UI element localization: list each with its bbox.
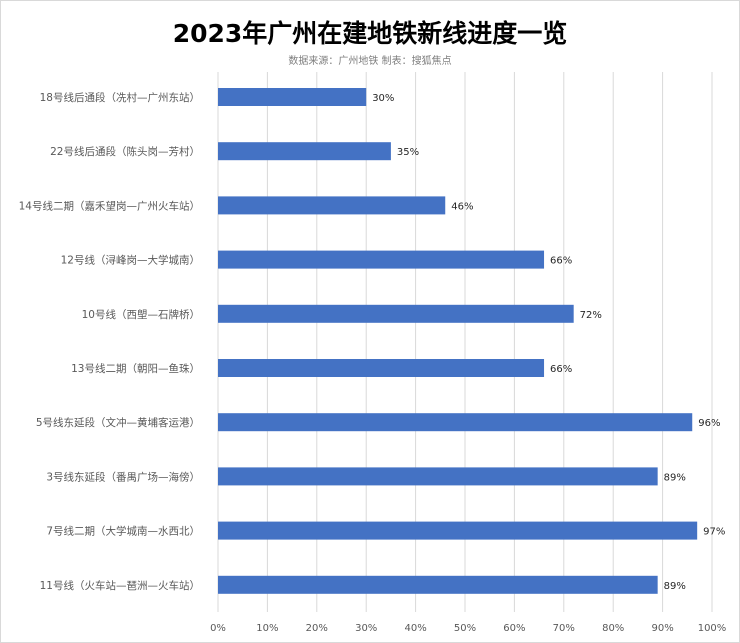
bar (218, 413, 693, 432)
x-tick-label: 70% (553, 623, 575, 634)
data-label: 35% (397, 147, 419, 158)
data-label: 96% (698, 418, 720, 429)
bar (218, 250, 545, 269)
data-label: 89% (664, 472, 686, 483)
bar (218, 88, 367, 106)
data-label: 46% (451, 201, 473, 212)
category-label: 7号线二期（大学城南—水西北） (46, 525, 200, 538)
category-label: 18号线后通段（冼村—广州东站） (40, 91, 200, 104)
bar (218, 359, 545, 377)
category-label: 12号线（浔峰岗—大学城南） (61, 254, 200, 267)
data-label: 30% (372, 93, 394, 104)
category-label: 5号线东延段（文冲—黄埔客运港） (36, 416, 200, 429)
bar (218, 575, 658, 594)
bar (218, 142, 391, 161)
category-label: 3号线东延段（番禺广场—海傍） (46, 470, 200, 483)
bar (218, 521, 698, 540)
category-label: 11号线（火车站—琶洲—火车站） (40, 579, 200, 592)
category-label: 10号线（西塱—石牌桥） (82, 308, 200, 321)
category-label: 14号线二期（嘉禾望岗—广州火车站） (19, 199, 200, 212)
bar (218, 467, 658, 486)
x-tick-label: 60% (503, 623, 525, 634)
category-label: 13号线二期（朝阳—鱼珠） (71, 362, 200, 375)
chart-subtitle: 数据来源：广州地铁 制表：搜狐焦点 (288, 56, 452, 67)
x-tick-label: 100% (698, 623, 727, 634)
data-label: 97% (703, 527, 725, 538)
x-tick-label: 20% (306, 623, 328, 634)
data-label: 66% (550, 364, 572, 375)
data-label: 66% (550, 256, 572, 267)
x-tick-label: 80% (602, 623, 624, 634)
x-tick-label: 0% (210, 623, 226, 634)
category-label: 22号线后通段（陈头岗—芳村） (50, 145, 200, 158)
bar (218, 196, 446, 215)
data-label: 89% (664, 581, 686, 592)
x-tick-label: 10% (256, 623, 278, 634)
x-tick-label: 30% (355, 623, 377, 634)
x-tick-label: 90% (651, 623, 673, 634)
data-label: 72% (580, 310, 602, 321)
bar (218, 304, 574, 323)
x-tick-label: 40% (404, 623, 426, 634)
chart-title: 2023年广州在建地铁新线进度一览 (172, 19, 568, 48)
x-tick-label: 50% (454, 623, 476, 634)
